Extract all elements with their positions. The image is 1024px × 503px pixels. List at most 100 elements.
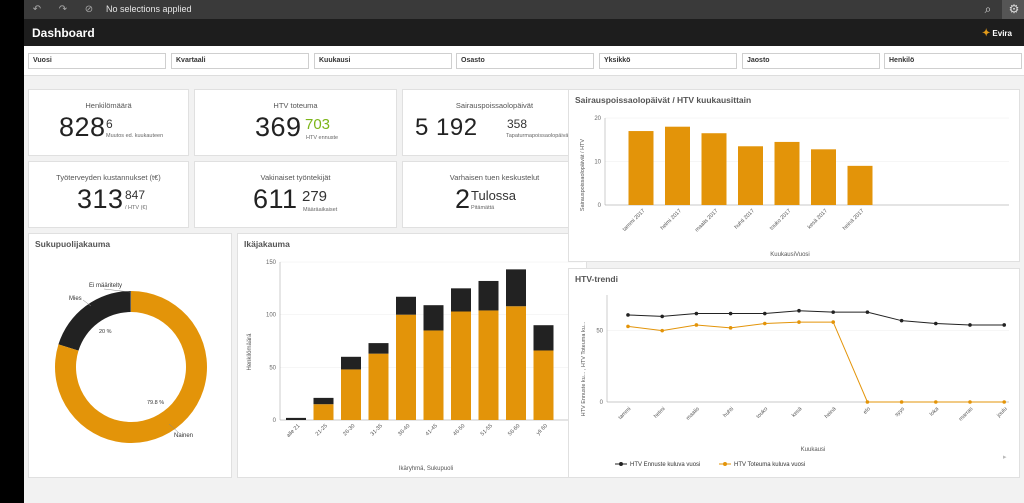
data-point[interactable]: [626, 324, 630, 329]
filter-kuukausi[interactable]: Kuukausi: [314, 53, 452, 69]
filter-jaosto[interactable]: Jaosto: [742, 53, 880, 69]
kpi-secondary-label: Määräaikaiset: [303, 207, 338, 213]
donut-slice[interactable]: [58, 291, 131, 351]
bar[interactable]: [811, 149, 836, 205]
filter-kvartaali[interactable]: Kvartaali: [171, 53, 309, 69]
bar-segment[interactable]: [506, 306, 526, 420]
kpi-htv[interactable]: HTV toteuma 369 703 HTV ennuste: [194, 89, 397, 156]
htv-line-chart[interactable]: HTV Ennuste ku... , HTV Toteuma ku... Ku…: [569, 269, 1021, 479]
panel-htv-trendi[interactable]: HTV-trendi HTV Ennuste ku... , HTV Toteu…: [568, 268, 1020, 478]
kpi-label: Sairauspoissaolopäivät: [455, 101, 534, 110]
x-tick-label: heinä: [824, 406, 838, 420]
bar-segment[interactable]: [506, 269, 526, 307]
data-point[interactable]: [728, 311, 733, 316]
bar-segment[interactable]: [533, 325, 554, 351]
kpi-varhainen-tuki[interactable]: Varhaisen tuen keskustelut 2 Tulossa Pit…: [402, 161, 587, 228]
data-point[interactable]: [934, 400, 938, 404]
data-point[interactable]: [934, 321, 938, 326]
bar-segment[interactable]: [341, 356, 361, 370]
data-point[interactable]: [763, 311, 767, 316]
x-tick-label: kesä 2017: [807, 208, 829, 230]
donut-slice[interactable]: [130, 291, 131, 313]
x-tick-label: tammi: [618, 406, 633, 421]
filter-vuosi[interactable]: Vuosi: [28, 53, 166, 69]
data-point[interactable]: [728, 326, 733, 330]
bar-segment[interactable]: [533, 350, 554, 420]
kpi-vakinaiset[interactable]: Vakinaiset työntekijät 611 279 Määräaika…: [194, 161, 397, 228]
bar-segment[interactable]: [368, 343, 389, 354]
clear-selections-icon[interactable]: ⊘: [84, 4, 94, 15]
series-line[interactable]: [627, 321, 1005, 403]
label-nainen: Nainen: [174, 433, 193, 439]
evira-logo-icon: ✦: [982, 28, 991, 39]
bar-segment[interactable]: [478, 310, 499, 420]
donut-chart[interactable]: Ei määritelty Mies 20 % 79.8 % Nainen: [29, 234, 233, 479]
y-tick-label: 20: [594, 116, 601, 122]
kpi-label: Työterveyden kustannukset (t€): [56, 173, 161, 182]
kpi-tyoterveys[interactable]: Työterveyden kustannukset (t€) 313 847 /…: [28, 161, 189, 228]
data-point[interactable]: [831, 320, 835, 324]
data-point[interactable]: [831, 310, 835, 314]
data-point[interactable]: [968, 323, 972, 327]
panel-title: HTV-trendi: [575, 274, 618, 284]
bar[interactable]: [738, 146, 763, 205]
bar-segment[interactable]: [313, 397, 334, 405]
panel-ikajakauma[interactable]: Ikäjakauma Henkilömäärä Ikäryhmä, Sukupu…: [237, 233, 587, 478]
bar-segment[interactable]: [478, 280, 499, 311]
data-point[interactable]: [1002, 323, 1006, 327]
filter-henkilo[interactable]: Henkilö: [884, 53, 1022, 69]
data-point[interactable]: [968, 400, 972, 404]
data-point[interactable]: [865, 310, 870, 314]
data-point[interactable]: [660, 314, 664, 319]
y-tick-label: 0: [600, 400, 604, 406]
filter-osasto[interactable]: Osasto: [456, 53, 594, 69]
bar-segment[interactable]: [286, 417, 306, 420]
y-tick-label: 50: [269, 365, 276, 371]
data-point[interactable]: [626, 313, 630, 317]
data-point[interactable]: [694, 323, 699, 327]
x-tick-label: 56-60: [507, 423, 521, 437]
bar[interactable]: [847, 165, 873, 205]
page-title: Dashboard: [32, 26, 95, 40]
age-bar-chart[interactable]: Henkilömäärä Ikäryhmä, Sukupuoli 0 50 100 1…: [238, 234, 588, 479]
forward-icon[interactable]: ↷: [58, 4, 68, 15]
bar-segment[interactable]: [451, 288, 471, 312]
search-icon[interactable]: ⌕: [976, 0, 1000, 19]
bar-segment[interactable]: [423, 330, 444, 420]
data-point[interactable]: [763, 321, 767, 326]
bar-segment[interactable]: [451, 311, 471, 420]
data-point[interactable]: [660, 328, 664, 333]
bar[interactable]: [628, 131, 654, 205]
x-tick-label: touko: [755, 406, 769, 420]
label-nainen-pct: 79.8 %: [147, 400, 164, 406]
bar[interactable]: [665, 126, 690, 205]
kpi-sairauspoissaolo[interactable]: Sairauspoissaolopäivät 5 192 358 Tapatur…: [402, 89, 587, 156]
series-line[interactable]: [627, 310, 1005, 326]
selection-status: No selections applied: [106, 4, 192, 14]
scroll-right-icon[interactable]: ▸: [1003, 454, 1007, 461]
bar-segment[interactable]: [396, 314, 416, 420]
bar-segment[interactable]: [368, 353, 389, 420]
selections-tool-icon[interactable]: ⚙: [1002, 0, 1024, 19]
back-icon[interactable]: ↶: [32, 4, 42, 15]
x-tick-label: helmi: [653, 406, 667, 420]
bar[interactable]: [774, 141, 800, 205]
bar-segment[interactable]: [341, 369, 361, 420]
sick-leave-bar-chart[interactable]: Sairauspoissaolopäivät / HTV KuukausiVuo…: [569, 90, 1021, 263]
x-tick-label: loka: [929, 406, 941, 418]
bar-segment[interactable]: [396, 296, 416, 315]
bar-segment[interactable]: [313, 404, 334, 420]
panel-sukupuolijakauma[interactable]: Sukupuolijakauma Ei määritelty Mies 20 %…: [28, 233, 232, 478]
data-point[interactable]: [899, 318, 904, 323]
data-point[interactable]: [797, 308, 801, 313]
data-point[interactable]: [797, 320, 801, 324]
kpi-henkilomaara[interactable]: Henkilömäärä 828 6 Muutos ed. kuukauteen: [28, 89, 189, 156]
data-point[interactable]: [1002, 400, 1006, 404]
data-point[interactable]: [694, 311, 699, 316]
data-point[interactable]: [865, 400, 870, 404]
panel-sairauspoissaolo-kuukausittain[interactable]: Sairauspoissaolopäivät / HTV kuukausitta…: [568, 89, 1020, 262]
bar[interactable]: [701, 133, 727, 205]
data-point[interactable]: [899, 400, 904, 404]
filter-yksikko[interactable]: Yksikkö: [599, 53, 737, 69]
bar-segment[interactable]: [423, 305, 444, 331]
